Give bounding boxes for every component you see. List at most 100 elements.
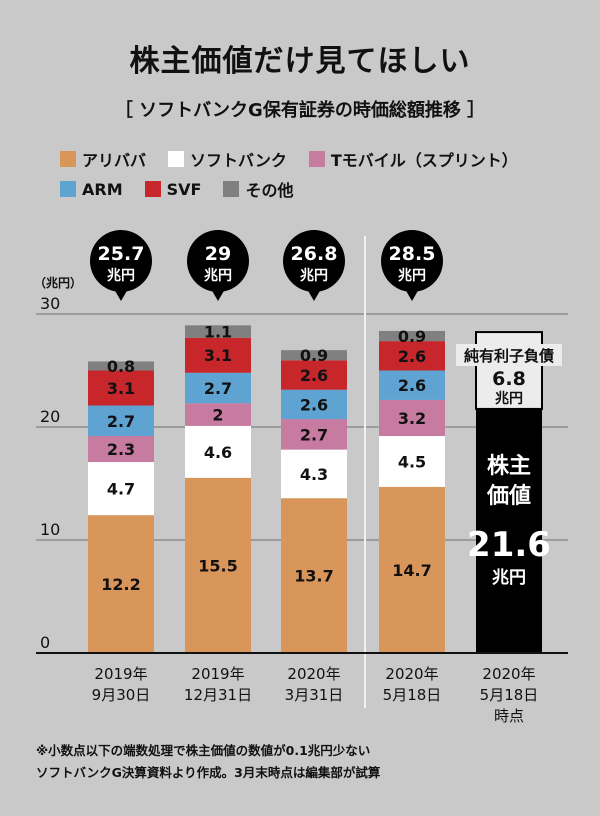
bar-value-label: 3.1	[204, 346, 232, 365]
total-value: 25.7	[98, 243, 145, 265]
legend-swatch	[308, 151, 325, 167]
total-bubble	[381, 230, 443, 292]
bar-segment	[88, 436, 154, 463]
bar-value-label: 3.1	[107, 379, 135, 398]
bar-segment	[379, 486, 445, 653]
bar-value-label: 3.2	[398, 409, 426, 428]
bar-value-label: 4.3	[300, 465, 328, 484]
legend-swatch	[60, 181, 76, 197]
bar-segment	[185, 372, 251, 404]
bar-segment	[281, 360, 347, 390]
bar-value-label: 2.3	[107, 440, 135, 459]
bar-segment	[281, 449, 347, 499]
total-bubble-pointer	[114, 289, 128, 301]
bar-value-label: 2.6	[300, 366, 328, 385]
x-tick-label: 9月30日	[92, 686, 151, 704]
bar-segment	[379, 370, 445, 400]
bar-segment	[379, 399, 445, 437]
total-bubble	[90, 230, 152, 292]
legend-label: ARM	[82, 179, 123, 199]
x-tick-label: 2019年	[191, 665, 244, 683]
bar-segment	[281, 498, 347, 653]
bar-value-label: 13.7	[294, 567, 333, 586]
total-bubble-pointer	[405, 289, 419, 301]
total-value: 28.5	[389, 243, 436, 265]
debt-value: 6.8	[492, 368, 526, 390]
bar-segment	[379, 436, 445, 487]
legend: アリババ ソフトバンク Tモバイル（スプリント） ARM SVF その他	[60, 144, 580, 204]
bar-value-label: 4.7	[107, 480, 135, 499]
bar-segment	[88, 462, 154, 516]
bar-value-label: 2.7	[107, 412, 135, 431]
bar-segment	[185, 325, 251, 338]
chart-title: 株主価値だけ見てほしい	[129, 44, 471, 79]
x-tick-label: 3月31日	[285, 686, 344, 704]
equity-bar	[476, 408, 542, 653]
legend-label: Tモバイル（スプリント）	[330, 151, 518, 170]
total-bubble	[187, 230, 249, 292]
x-tick-label: 2020年	[482, 665, 535, 683]
bar-value-label: 2.6	[398, 376, 426, 395]
debt-unit: 兆円	[495, 391, 523, 407]
equity-label: 株主	[487, 454, 531, 479]
legend-label: アリババ	[82, 151, 147, 170]
bar-segment	[379, 330, 445, 342]
total-value: 29	[205, 243, 231, 265]
footnote-line: ソフトバンクG決算資料より作成。3月末時点は編集部が試算	[36, 765, 381, 780]
bar-value-label: 14.7	[392, 561, 431, 580]
equity-label: 価値	[486, 484, 531, 509]
total-unit: 兆円	[300, 268, 328, 284]
legend-label: ソフトバンク	[190, 151, 287, 170]
y-tick-label: 0	[40, 633, 50, 652]
legend-item-softbank: ソフトバンク	[168, 147, 287, 171]
bar-value-label: 1.1	[204, 323, 232, 342]
debt-label-bg	[456, 344, 562, 366]
bar-segment	[281, 389, 347, 420]
bar-value-label: 4.6	[204, 443, 232, 462]
bar-segment	[88, 361, 154, 371]
bar-segment	[185, 477, 251, 653]
legend-label: その他	[245, 181, 294, 200]
bar-segment	[379, 341, 445, 371]
legend-item-arm: ARM	[60, 180, 123, 199]
total-unit: 兆円	[398, 268, 426, 284]
debt-label: 純有利子負債	[464, 347, 554, 365]
bar-segment	[185, 425, 251, 478]
x-tick-label: 12月31日	[184, 686, 252, 704]
legend-swatch	[60, 151, 76, 167]
bar-value-label: 2.7	[300, 425, 328, 444]
bar-value-label: 0.8	[107, 357, 135, 376]
y-tick-label: 10	[40, 520, 60, 539]
legend-label: SVF	[166, 179, 202, 199]
total-unit: 兆円	[107, 268, 135, 284]
legend-item-svf: SVF	[144, 179, 202, 199]
bar-segment	[281, 350, 347, 361]
bar-segment	[185, 337, 251, 373]
y-tick-label: 30	[40, 294, 60, 313]
total-bubble-pointer	[211, 289, 225, 301]
y-tick-label: 20	[40, 407, 60, 426]
y-axis-label: （兆円）	[34, 275, 82, 290]
bar-value-label: 0.9	[300, 346, 328, 365]
bar-value-label: 15.5	[198, 556, 237, 575]
bar-value-label: 4.5	[398, 452, 426, 471]
x-tick-label: 2019年	[94, 665, 147, 683]
total-bubble	[283, 230, 345, 292]
equity-unit: 兆円	[492, 568, 526, 588]
equity-value: 21.6	[467, 525, 551, 565]
x-tick-label: 5月18日	[383, 686, 442, 704]
bar-segment	[281, 419, 347, 450]
total-bubble-pointer	[307, 289, 321, 301]
bar-value-label: 2	[212, 406, 223, 425]
bar-value-label: 0.9	[398, 327, 426, 346]
legend-item-tmobile: Tモバイル（スプリント）	[308, 147, 518, 171]
x-tick-label: 2020年	[287, 665, 340, 683]
legend-swatch	[223, 181, 240, 197]
bar-segment	[88, 370, 154, 406]
footnote-line: ※小数点以下の端数処理で株主価値の数値が0.1兆円少ない	[36, 743, 371, 758]
legend-item-other: その他	[223, 177, 293, 201]
bar-value-label: 2.7	[204, 379, 232, 398]
bar-segment	[185, 403, 251, 426]
total-unit: 兆円	[204, 268, 232, 284]
